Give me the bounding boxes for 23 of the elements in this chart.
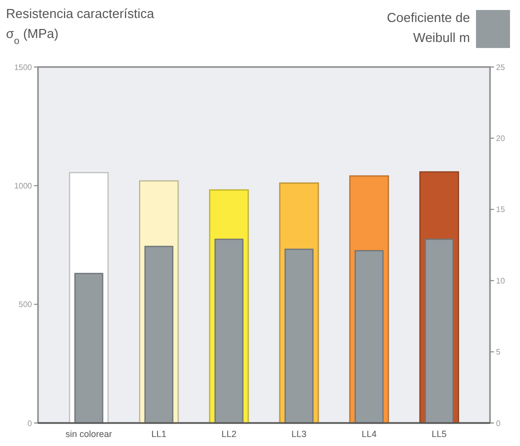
y2-tick-label: 0 — [496, 418, 501, 428]
bar — [424, 238, 454, 424]
y2-tick-label: 5 — [496, 348, 501, 357]
y-axis-title: Resistencia característica σ$_{o}$ (MPa) — [6, 6, 155, 46]
y2-tick-label: 15 — [496, 205, 506, 214]
x-tick-label: LL3 — [292, 429, 307, 439]
y-tick-label: 500 — [18, 300, 33, 310]
x-tick-label: LL4 — [362, 429, 377, 439]
bar — [354, 250, 384, 424]
bar — [144, 246, 174, 424]
y2-tick-label: 25 — [496, 62, 506, 72]
x-tick-label: LL1 — [151, 429, 166, 439]
y-tick-label: 1500 — [14, 62, 33, 72]
y-tick-label: 1000 — [14, 181, 33, 190]
x-tick-label: LL5 — [432, 429, 447, 439]
x-tick-label: sin colorear — [66, 429, 112, 439]
y2-tick-label: 20 — [496, 134, 506, 143]
text: Coeficiente de Weibull m — [386, 10, 470, 45]
y-tick-label: 0 — [28, 418, 33, 428]
y2-tick-label: 10 — [496, 276, 506, 286]
bar — [74, 272, 104, 424]
x-tick-label: LL2 — [221, 429, 236, 439]
bar — [284, 248, 314, 424]
